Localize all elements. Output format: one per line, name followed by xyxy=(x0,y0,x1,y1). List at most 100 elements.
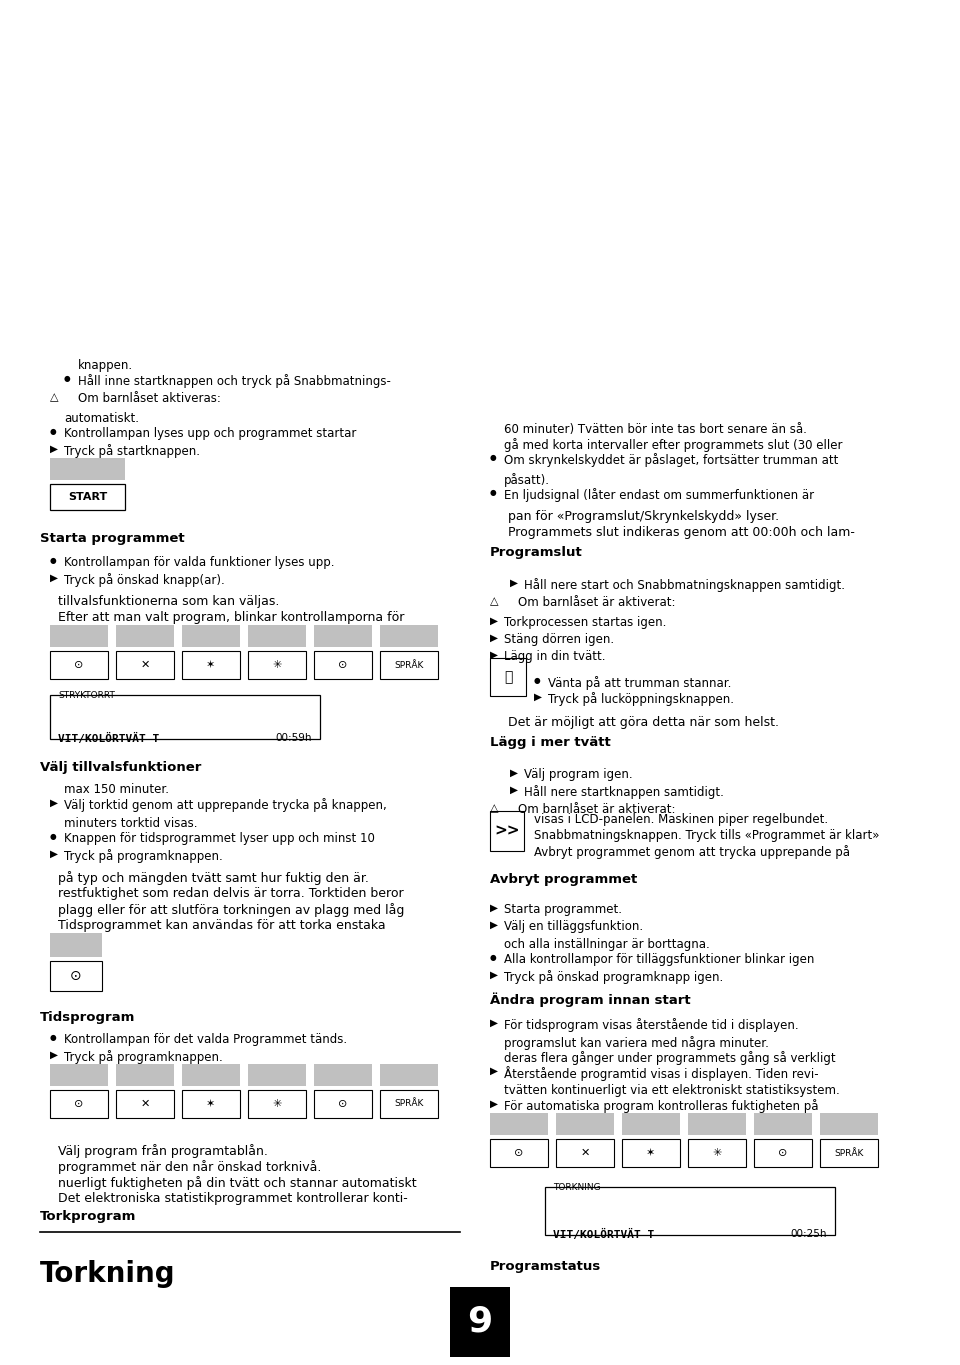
Text: Om barnlåset aktiveras:: Om barnlåset aktiveras: xyxy=(78,392,221,405)
Text: Kontrollampan lyses upp och programmet startar: Kontrollampan lyses upp och programmet s… xyxy=(64,427,356,440)
Text: Håll inne startknappen och tryck på Snabbmatnings-: Håll inne startknappen och tryck på Snab… xyxy=(78,374,391,388)
Text: Tryck på önskad knapp(ar).: Tryck på önskad knapp(ar). xyxy=(64,573,225,587)
Text: ●: ● xyxy=(534,676,540,685)
Text: ✕: ✕ xyxy=(580,1148,589,1158)
Text: Om skrynkelskyddet är påslaget, fortsätter trumman att: Om skrynkelskyddet är påslaget, fortsätt… xyxy=(504,453,838,467)
Text: Torkprogram: Torkprogram xyxy=(40,1209,136,1223)
Text: ▶: ▶ xyxy=(50,444,58,455)
Text: Alla kontrollampor för tilläggsfunktioner blinkar igen: Alla kontrollampor för tilläggsfunktione… xyxy=(504,953,814,966)
Text: ⊙: ⊙ xyxy=(779,1148,788,1158)
Text: ▶: ▶ xyxy=(490,633,498,643)
Bar xyxy=(314,1063,372,1087)
Text: ✶: ✶ xyxy=(206,1099,216,1108)
Bar xyxy=(50,934,102,957)
Text: ▶: ▶ xyxy=(490,616,498,627)
Text: ⊙: ⊙ xyxy=(515,1148,524,1158)
Text: >>: >> xyxy=(494,823,519,838)
Text: Avbryt programmet genom att trycka upprepande på: Avbryt programmet genom att trycka uppre… xyxy=(534,845,850,859)
Bar xyxy=(116,625,174,647)
Bar xyxy=(754,1112,812,1136)
Bar xyxy=(248,1063,306,1087)
Text: Håll nere startknappen samtidigt.: Håll nere startknappen samtidigt. xyxy=(524,785,724,799)
Text: En ljudsignal (låter endast om summerfunktionen är: En ljudsignal (låter endast om summerfun… xyxy=(504,489,814,502)
Bar xyxy=(50,485,125,511)
Text: Stäng dörren igen.: Stäng dörren igen. xyxy=(504,633,614,646)
Bar xyxy=(50,651,108,678)
Text: knappen.: knappen. xyxy=(78,359,133,373)
Text: STRYKTORRT: STRYKTORRT xyxy=(58,691,115,700)
Text: max 150 minuter.: max 150 minuter. xyxy=(64,784,169,796)
Text: Tryck på lucköppningsknappen.: Tryck på lucköppningsknappen. xyxy=(548,692,734,706)
Text: Efter att man valt program, blinkar kontrollamporna för: Efter att man valt program, blinkar kont… xyxy=(58,612,404,624)
Bar xyxy=(50,459,125,480)
Bar xyxy=(820,1138,878,1167)
Bar xyxy=(380,1063,438,1087)
Text: Kontrollampan för det valda Programmet tänds.: Kontrollampan för det valda Programmet t… xyxy=(64,1033,348,1046)
Text: Lägg i mer tvätt: Lägg i mer tvätt xyxy=(490,736,611,749)
Text: START: START xyxy=(68,491,108,502)
Text: ▶: ▶ xyxy=(490,904,498,913)
Text: Tryck på programknappen.: Tryck på programknappen. xyxy=(64,1050,223,1063)
Text: För automatiska program kontrolleras fuktigheten på: För automatiska program kontrolleras fuk… xyxy=(504,1099,819,1112)
Text: Det elektroniska statistikprogrammet kontrollerar konti-: Det elektroniska statistikprogrammet kon… xyxy=(58,1192,408,1205)
Text: Kontrollampan för valda funktioner lyses upp.: Kontrollampan för valda funktioner lyses… xyxy=(64,556,334,569)
Text: Välj tillvalsfunktioner: Välj tillvalsfunktioner xyxy=(40,762,202,774)
Text: ✶: ✶ xyxy=(206,661,216,670)
Bar xyxy=(622,1138,680,1167)
Text: ▶: ▶ xyxy=(490,1066,498,1076)
Bar xyxy=(556,1138,614,1167)
Text: Snabbmatningsknappen. Tryck tills «Programmet är klart»: Snabbmatningsknappen. Tryck tills «Progr… xyxy=(534,829,879,842)
Text: och alla inställningar är borttagna.: och alla inställningar är borttagna. xyxy=(504,938,709,951)
Text: ▶: ▶ xyxy=(490,920,498,930)
Text: ▶: ▶ xyxy=(510,577,518,588)
Text: deras flera gånger under programmets gång så verkligt: deras flera gånger under programmets gån… xyxy=(504,1051,835,1065)
Text: ✕: ✕ xyxy=(140,1099,150,1108)
Text: tvätten kontinuerligt via ett elektroniskt statistiksystem.: tvätten kontinuerligt via ett elektronis… xyxy=(504,1084,840,1097)
Text: Tryck på startknappen.: Tryck på startknappen. xyxy=(64,444,200,459)
Text: ✕: ✕ xyxy=(140,661,150,670)
Bar xyxy=(450,1287,510,1357)
Text: △: △ xyxy=(50,392,59,403)
Text: ⊙: ⊙ xyxy=(70,969,82,983)
Text: ⊙: ⊙ xyxy=(74,661,84,670)
Text: ●: ● xyxy=(50,427,57,435)
Text: ▶: ▶ xyxy=(510,768,518,778)
Text: Torkprocessen startas igen.: Torkprocessen startas igen. xyxy=(504,616,666,629)
Bar xyxy=(182,1063,240,1087)
Bar xyxy=(248,625,306,647)
Text: restfuktighet som redan delvis är torra. Torktiden beror: restfuktighet som redan delvis är torra.… xyxy=(58,887,403,900)
Text: ▶: ▶ xyxy=(50,573,58,583)
Text: Tidsprogram: Tidsprogram xyxy=(40,1011,135,1024)
Text: SPRÅK: SPRÅK xyxy=(395,661,423,669)
Text: VIT/KOLÖRTVÄT T: VIT/KOLÖRTVÄT T xyxy=(553,1228,655,1239)
Bar xyxy=(182,1091,240,1118)
Text: SPRÅK: SPRÅK xyxy=(834,1148,864,1158)
Text: Om barnlåset är aktiverat:: Om barnlåset är aktiverat: xyxy=(518,803,676,816)
Text: påsatt).: påsatt). xyxy=(504,474,550,487)
Text: programslut kan variera med några minuter.: programslut kan variera med några minute… xyxy=(504,1036,769,1050)
Text: ●: ● xyxy=(50,1033,57,1041)
Text: 🔑: 🔑 xyxy=(504,670,513,684)
Text: △: △ xyxy=(490,803,498,814)
Text: ▶: ▶ xyxy=(50,849,58,859)
Text: ▶: ▶ xyxy=(510,785,518,794)
Bar xyxy=(545,1188,835,1235)
Text: Programslut: Programslut xyxy=(490,546,583,560)
Text: ▶: ▶ xyxy=(490,971,498,980)
Text: Välj program från programtablån.: Välj program från programtablån. xyxy=(58,1144,268,1158)
Text: Håll nere start och Snabbmatningsknappen samtidigt.: Håll nere start och Snabbmatningsknappen… xyxy=(524,577,845,592)
Text: Knappen för tidsprogrammet lyser upp och minst 10: Knappen för tidsprogrammet lyser upp och… xyxy=(64,833,374,845)
Text: på typ och mängden tvätt samt hur fuktig den är.: på typ och mängden tvätt samt hur fuktig… xyxy=(58,871,369,885)
Text: Om barnlåset är aktiverat:: Om barnlåset är aktiverat: xyxy=(518,597,676,609)
Text: Avbryt programmet: Avbryt programmet xyxy=(490,874,637,886)
Bar xyxy=(116,651,174,678)
Bar xyxy=(182,625,240,647)
Text: tillvalsfunktionerna som kan väljas.: tillvalsfunktionerna som kan väljas. xyxy=(58,595,279,607)
Text: nuerligt fuktigheten på din tvätt och stannar automatiskt: nuerligt fuktigheten på din tvätt och st… xyxy=(58,1177,417,1190)
Text: ⊙: ⊙ xyxy=(338,661,348,670)
Text: ●: ● xyxy=(64,374,71,384)
Text: ▶: ▶ xyxy=(490,650,498,661)
Text: automatiskt.: automatiskt. xyxy=(64,412,139,425)
Text: ⊙: ⊙ xyxy=(74,1099,84,1108)
Text: Tryck på programknappen.: Tryck på programknappen. xyxy=(64,849,223,863)
